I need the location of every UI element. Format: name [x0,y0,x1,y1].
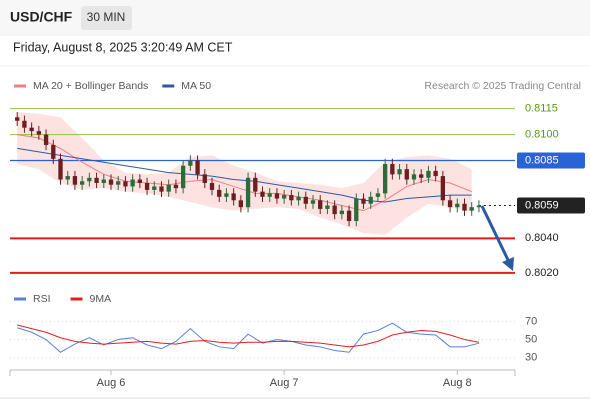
y-tick-label: 30 [525,352,537,364]
timestamp: Friday, August 8, 2025 3:20:49 AM CET [13,40,233,54]
rsi-line [17,324,480,348]
candle-body [195,160,200,175]
candle-body [310,200,316,204]
candle-body [108,179,114,185]
candle-body [455,203,460,208]
legend-label: MA 20 + Bollinger Bands [33,80,148,92]
x-tick-label: Aug 6 [97,377,126,389]
candle-body [462,203,467,211]
candle-body [260,191,265,197]
candle-body [274,193,280,199]
candle-body [159,186,164,192]
y-tick-label: 50 [525,333,537,345]
candle-body [231,193,236,201]
candle-body [72,176,78,185]
candle-body [209,182,215,190]
candle-body [375,193,381,197]
candle-body [447,200,453,208]
candle-body [390,163,395,175]
forecast-arrow [480,205,511,263]
candle-body [51,144,56,159]
candle-body [15,117,20,121]
candle-body [166,184,171,192]
candle-body [123,181,128,187]
candle-body [296,196,301,201]
timeframe-badge[interactable] [81,6,132,30]
y-tick-label: 70 [525,315,537,327]
candle-body [332,205,337,215]
timeframe[interactable]: 30 MIN [87,10,126,24]
candle-body [238,200,244,208]
candle-body [469,207,474,211]
candle-body [224,193,229,197]
level-box [517,152,585,169]
candle-body [22,120,27,128]
symbol: USD/CHF [10,9,73,25]
credit: Research © 2025 Trading Central [424,80,581,92]
candle-body [43,134,49,145]
forecast-arrowhead [502,257,514,271]
candle-body [476,205,482,208]
candle-body [419,174,424,178]
candle-body [267,193,272,197]
candle-body [281,195,287,199]
rsi-line [17,322,480,353]
candle-body [152,186,157,190]
candle-body [253,177,258,192]
level-label: 0.8085 [525,154,559,166]
candle-body [354,198,359,222]
moving-average [17,134,472,212]
candle-body [180,165,186,189]
candle-body [130,179,135,187]
level-label: 0.8020 [525,267,559,279]
candle-body [289,195,294,201]
candle-body [346,210,352,222]
candle-body [87,177,92,182]
legend-label: RSI [33,293,51,305]
candle-body [188,160,193,166]
candle-body [368,196,373,204]
candle-body [101,179,106,183]
legend-label: MA 50 [181,80,211,92]
level-label: 0.8100 [525,128,559,140]
candle-body [65,176,70,180]
x-tick-label: Aug 7 [270,377,299,389]
candle-body [36,131,42,135]
candle-body [58,158,63,180]
candle-body [94,177,99,183]
candle-body [116,181,121,185]
candle-body [245,177,251,208]
x-tick-label: Aug 8 [443,377,472,389]
candle-body [137,179,143,183]
candle-body [404,169,409,180]
level-label: 0.8059 [525,199,559,211]
candle-body [144,182,150,190]
candle-body [440,176,446,201]
candle-body [339,210,345,215]
candle-body [29,127,34,132]
level-box [517,197,585,214]
legend-label: 9MA [90,293,112,305]
bollinger-band [17,112,472,235]
moving-average [17,147,472,203]
candle-body [318,200,323,209]
candle-body [382,163,388,194]
candle-body [217,189,222,197]
candle-body [411,174,417,180]
level-label: 0.8040 [525,232,559,244]
candle-body [173,184,179,189]
level-label: 0.8115 [525,103,558,115]
candle-body [325,205,330,209]
candle-body [433,170,438,177]
candle-body [79,181,85,185]
candle-body [361,198,366,204]
candle-body [397,169,402,175]
candle-body [303,196,308,204]
candle-body [426,170,431,178]
candle-body [202,174,207,183]
